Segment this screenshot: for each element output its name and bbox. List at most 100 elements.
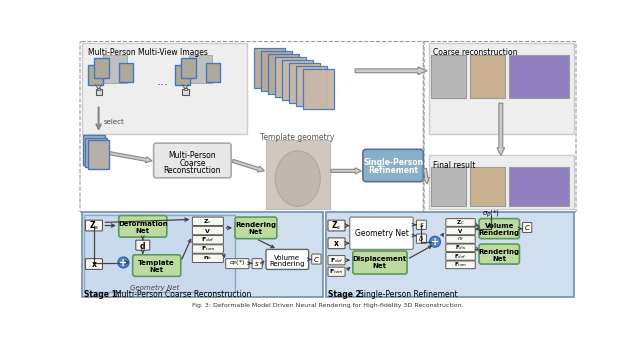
Bar bbox=[289, 63, 320, 103]
Bar bbox=[88, 140, 109, 169]
Text: $\mathbf{F}_{tem}$: $\mathbf{F}_{tem}$ bbox=[200, 245, 215, 254]
Bar bbox=[470, 55, 505, 98]
FancyArrow shape bbox=[355, 67, 428, 75]
Text: ...: ... bbox=[157, 75, 169, 88]
FancyBboxPatch shape bbox=[446, 236, 476, 243]
Text: Rendering: Rendering bbox=[479, 230, 520, 236]
FancyArrow shape bbox=[423, 169, 429, 184]
Bar bbox=[180, 58, 196, 79]
Text: Geometry Net: Geometry Net bbox=[131, 285, 180, 291]
FancyBboxPatch shape bbox=[154, 143, 231, 178]
Text: $\mathbf{F}_{def}$: $\mathbf{F}_{def}$ bbox=[330, 256, 344, 265]
FancyArrow shape bbox=[497, 103, 505, 155]
Text: $C$: $C$ bbox=[313, 255, 320, 264]
Bar bbox=[431, 55, 466, 98]
Text: $C$: $C$ bbox=[524, 223, 531, 232]
Text: Volume: Volume bbox=[275, 255, 300, 261]
Bar bbox=[429, 155, 575, 209]
Text: $\mathbf{Z}_c$: $\mathbf{Z}_c$ bbox=[204, 217, 212, 226]
FancyBboxPatch shape bbox=[479, 244, 520, 264]
Text: $\mathbf{Z}_s$: $\mathbf{Z}_s$ bbox=[332, 219, 342, 232]
Text: Reconstruction: Reconstruction bbox=[164, 166, 221, 175]
Bar bbox=[282, 60, 313, 100]
Text: Net: Net bbox=[136, 228, 150, 234]
Bar bbox=[429, 43, 575, 134]
FancyBboxPatch shape bbox=[312, 254, 321, 264]
FancyBboxPatch shape bbox=[226, 259, 249, 269]
FancyBboxPatch shape bbox=[85, 220, 102, 231]
FancyBboxPatch shape bbox=[446, 261, 476, 269]
Text: $\mathbf{V}$: $\mathbf{V}$ bbox=[458, 227, 463, 235]
FancyBboxPatch shape bbox=[136, 240, 150, 250]
FancyBboxPatch shape bbox=[522, 222, 532, 233]
Ellipse shape bbox=[275, 151, 320, 206]
Text: select: select bbox=[103, 119, 124, 125]
FancyArrow shape bbox=[109, 152, 152, 163]
Text: $\sigma_\beta(*)$: $\sigma_\beta(*)$ bbox=[229, 258, 246, 269]
Bar bbox=[296, 66, 327, 106]
Bar bbox=[431, 167, 466, 206]
Text: $\delta$: $\delta$ bbox=[419, 234, 424, 243]
Bar bbox=[94, 58, 109, 79]
Bar bbox=[275, 57, 307, 97]
Bar bbox=[303, 69, 334, 109]
Bar bbox=[254, 48, 285, 88]
Text: Multi-Person: Multi-Person bbox=[168, 151, 216, 160]
Text: Deformation: Deformation bbox=[118, 221, 168, 227]
FancyBboxPatch shape bbox=[119, 216, 167, 237]
Bar bbox=[88, 65, 103, 85]
Bar bbox=[182, 89, 189, 95]
FancyBboxPatch shape bbox=[446, 253, 476, 260]
FancyBboxPatch shape bbox=[363, 149, 423, 182]
FancyBboxPatch shape bbox=[417, 220, 426, 229]
FancyBboxPatch shape bbox=[252, 259, 262, 269]
FancyBboxPatch shape bbox=[349, 217, 413, 249]
FancyBboxPatch shape bbox=[328, 256, 345, 265]
Bar bbox=[175, 65, 190, 85]
Text: $\mathbf{F}_{tem}$: $\mathbf{F}_{tem}$ bbox=[454, 261, 467, 269]
Text: $\mathbf{x}$: $\mathbf{x}$ bbox=[90, 260, 97, 268]
FancyBboxPatch shape bbox=[328, 267, 345, 276]
Bar bbox=[266, 140, 330, 209]
Bar bbox=[268, 54, 300, 94]
Text: +: + bbox=[119, 257, 127, 267]
Bar bbox=[103, 55, 127, 83]
FancyBboxPatch shape bbox=[193, 226, 223, 235]
Bar bbox=[119, 63, 132, 82]
Bar bbox=[326, 212, 575, 297]
Text: Fig. 3: Deformable Model Driven Neural Rendering for High-fidelity 3D Reconstruc: Fig. 3: Deformable Model Driven Neural R… bbox=[192, 303, 464, 308]
Text: Rendering: Rendering bbox=[479, 249, 520, 255]
Text: Coarse reconstruction: Coarse reconstruction bbox=[433, 48, 517, 57]
Circle shape bbox=[118, 257, 129, 268]
FancyBboxPatch shape bbox=[132, 255, 180, 276]
Bar bbox=[97, 88, 100, 90]
FancyBboxPatch shape bbox=[479, 219, 520, 239]
FancyBboxPatch shape bbox=[193, 245, 223, 253]
Text: Displacement: Displacement bbox=[353, 256, 407, 262]
Text: Template: Template bbox=[138, 260, 175, 266]
FancyBboxPatch shape bbox=[193, 254, 223, 263]
Text: $\mathbf{x}$: $\mathbf{x}$ bbox=[333, 239, 340, 248]
FancyBboxPatch shape bbox=[235, 217, 277, 239]
Text: $\mathbf{Z}_C$: $\mathbf{Z}_C$ bbox=[456, 218, 465, 227]
Text: Single-Person Refinement: Single-Person Refinement bbox=[359, 290, 458, 299]
Text: Single-Person: Single-Person bbox=[363, 158, 423, 167]
Bar bbox=[184, 88, 187, 90]
Bar bbox=[261, 51, 292, 91]
Text: Rendering: Rendering bbox=[236, 222, 276, 228]
Text: Template geometry: Template geometry bbox=[260, 133, 334, 142]
Bar bbox=[509, 55, 569, 98]
Bar bbox=[509, 167, 569, 206]
Circle shape bbox=[429, 236, 440, 247]
Text: Net: Net bbox=[249, 229, 263, 235]
Text: +: + bbox=[431, 237, 439, 247]
FancyBboxPatch shape bbox=[328, 238, 345, 249]
Bar bbox=[189, 55, 212, 83]
Text: Multi-Person Multi-View Images: Multi-Person Multi-View Images bbox=[88, 48, 207, 57]
Text: $\mathbf{F}_{dis}$: $\mathbf{F}_{dis}$ bbox=[455, 244, 466, 252]
Text: $s$: $s$ bbox=[419, 221, 424, 229]
Text: Multi-Person Coarse Reconstruction: Multi-Person Coarse Reconstruction bbox=[115, 290, 252, 299]
Text: $\sigma_\beta(*)$: $\sigma_\beta(*)$ bbox=[482, 208, 500, 220]
Text: Net: Net bbox=[373, 263, 387, 269]
Text: Stage 2:: Stage 2: bbox=[328, 290, 364, 299]
